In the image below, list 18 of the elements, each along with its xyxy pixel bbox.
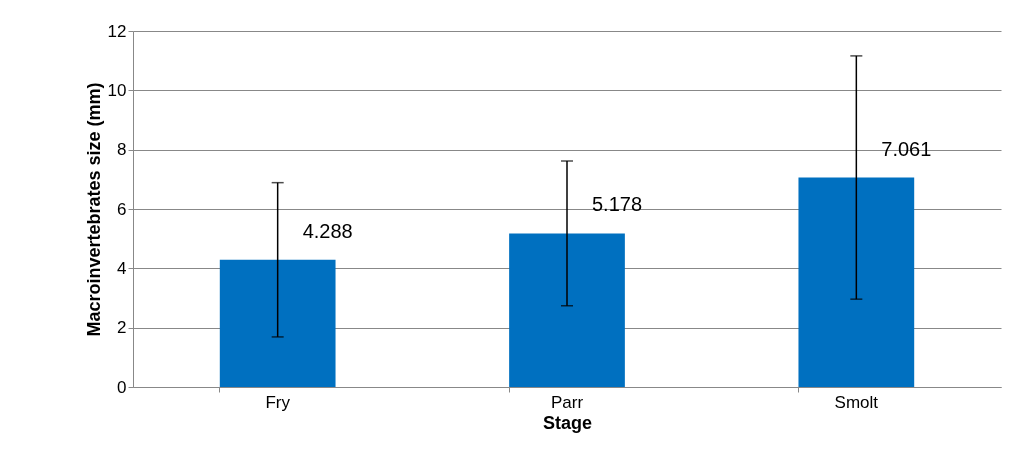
x-tick-label: Fry xyxy=(265,392,291,412)
x-tick-label: Parr xyxy=(550,392,584,412)
bar xyxy=(509,233,625,387)
bar xyxy=(798,177,915,387)
y-tick-label: 8 xyxy=(117,140,127,160)
y-tick-label: 4 xyxy=(117,258,127,278)
x-axis-title: Stage xyxy=(542,412,593,433)
data-label: 4.288 xyxy=(302,219,353,242)
x-tick-label: Smolt xyxy=(834,392,879,412)
y-tick-label: 2 xyxy=(117,318,127,338)
data-label: 7.061 xyxy=(881,137,932,160)
y-tick-label: 6 xyxy=(117,199,127,219)
y-tick-label: 12 xyxy=(107,21,127,41)
bar xyxy=(219,259,336,387)
y-tick-label: 10 xyxy=(107,80,127,100)
y-axis-title: Macroinvertebrates size (mm) xyxy=(83,82,104,337)
data-label: 5.178 xyxy=(591,193,643,216)
y-tick-label: 0 xyxy=(117,377,127,397)
